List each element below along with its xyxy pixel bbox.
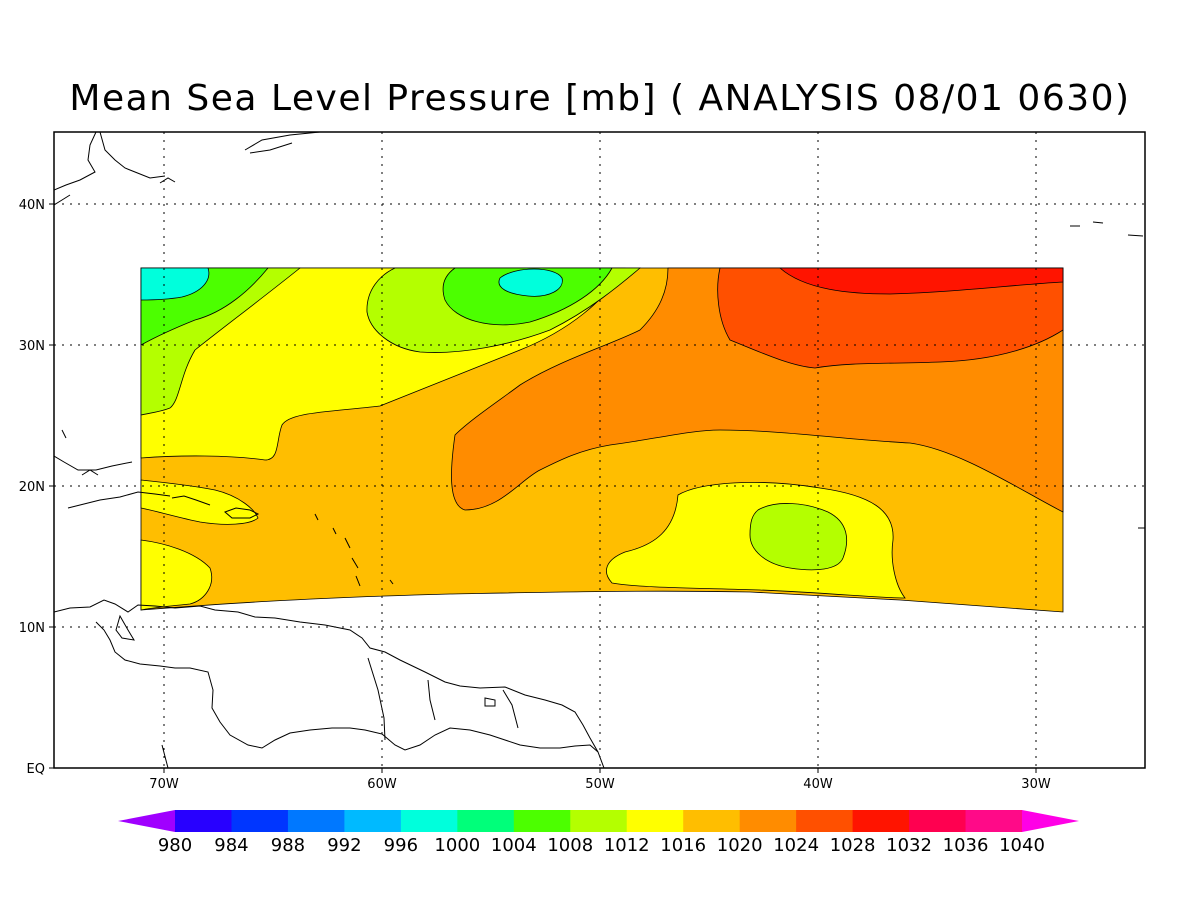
colorbar-label: 988 [271,835,305,856]
colorbar-label: 1012 [604,835,650,856]
lon-tick-50w: 50W [585,777,615,792]
colorbar-swatch [513,810,571,832]
region-western-low-core [140,267,210,301]
colorbar: 980 984 988 992 996 1000 1004 1008 1012 1016 1020 1… [118,810,1079,856]
colorbar-swatch [457,810,515,832]
colorbar-swatch [739,810,797,832]
pressure-field [140,267,1064,613]
colorbar-swatch [231,810,289,832]
graticule [54,132,1145,768]
colorbar-swatch [909,810,967,832]
colorbar-swatch [683,810,741,832]
coastlines [54,132,1145,768]
lat-tick-10n: 10N [19,621,45,636]
colorbar-label: 1032 [886,835,932,856]
region-caribbean [140,479,259,525]
lon-tick-60w: 60W [367,777,397,792]
colorbar-label: 984 [214,835,248,856]
colorbar-swatch [118,810,175,832]
colorbar-label: 1000 [434,835,480,856]
colorbar-label: 992 [327,835,361,856]
lat-tick-30n: 30N [19,339,45,354]
colorbar-label: 1020 [717,835,763,856]
lon-tick-30w: 30W [1021,777,1051,792]
tick-marks [49,203,1037,773]
colorbar-swatch [287,810,345,832]
region-high-core [778,267,1064,295]
lat-tick-eq: EQ [27,762,45,777]
colorbar-label: 996 [384,835,418,856]
region-central-low-core [498,268,563,297]
colorbar-swatch [175,810,232,832]
lon-tick-70w: 70W [149,777,179,792]
region-southwest [140,539,212,611]
colorbar-swatch [400,810,458,832]
colorbar-label: 1040 [999,835,1045,856]
colorbar-swatch [852,810,910,832]
colorbar-label: 1008 [547,835,593,856]
colorbar-swatch [344,810,402,832]
lat-tick-40n: 40N [19,198,45,213]
colorbar-swatch [1022,810,1079,832]
colorbar-swatch [570,810,628,832]
region-tropical-low-core [749,503,848,571]
colorbar-label: 980 [158,835,192,856]
colorbar-label: 1016 [660,835,706,856]
region-high [717,267,1064,369]
map-title: Mean Sea Level Pressure [mb] ( ANALYSIS … [69,78,1131,119]
lon-tick-40w: 40W [803,777,833,792]
colorbar-label: 1028 [830,835,876,856]
colorbar-swatch [626,810,684,832]
colorbar-label: 1004 [491,835,537,856]
colorbar-swatch [965,810,1023,832]
colorbar-swatch [796,810,854,832]
colorbar-label: 1036 [943,835,989,856]
lat-tick-20n: 20N [19,480,45,495]
colorbar-label: 1024 [773,835,819,856]
